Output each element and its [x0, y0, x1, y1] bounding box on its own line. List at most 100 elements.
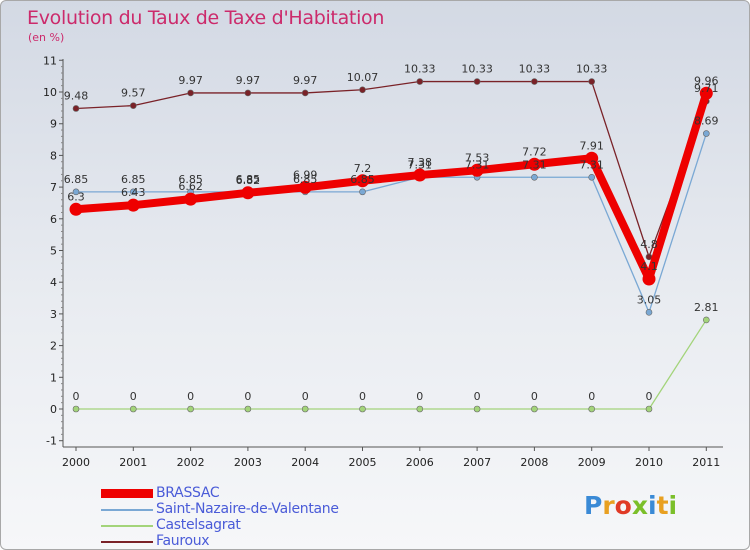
x-tick-label: 2005	[349, 456, 377, 469]
data-point-brassac	[184, 192, 198, 206]
data-label-castelsagrat: 0	[474, 390, 481, 403]
y-tick-label: 1	[50, 371, 57, 384]
y-tick-label: 3	[50, 308, 57, 321]
y-tick-label: 8	[50, 149, 57, 162]
data-point-saint-nazaire-de-valentane	[702, 130, 710, 137]
data-label-castelsagrat: 0	[130, 390, 137, 403]
x-tick-label: 2010	[635, 456, 663, 469]
data-label-castelsagrat: 0	[244, 390, 251, 403]
data-point-fauroux	[416, 78, 424, 85]
logo-letter: r	[602, 491, 615, 520]
data-label-brassac: 6.99	[293, 168, 318, 181]
data-label-castelsagrat: 2.81	[694, 301, 719, 314]
data-label-fauroux: 10.33	[576, 63, 608, 76]
data-point-castelsagrat	[416, 405, 424, 413]
data-label-castelsagrat: 0	[416, 390, 423, 403]
series-layer	[69, 78, 713, 413]
data-label-brassac: 6.43	[121, 186, 146, 199]
data-point-castelsagrat	[359, 405, 366, 413]
legend-swatch	[101, 541, 153, 543]
data-label-brassac: 7.91	[579, 139, 604, 152]
proxiti-logo: Proxiti	[584, 491, 677, 520]
data-label-castelsagrat: 0	[302, 390, 309, 403]
y-tick-label: 5	[50, 245, 57, 258]
data-label-saint-nazaire-de-valentane: 6.85	[236, 173, 261, 186]
x-tick-label: 2000	[62, 456, 90, 469]
logo-letter: i	[668, 491, 678, 520]
data-labels-layer: 9.48 9.57 9.97 9.97 9.97 10.07 10.33 10.33 10.33…	[64, 63, 719, 403]
data-point-brassac	[69, 202, 83, 216]
data-point-saint-nazaire-de-valentane	[645, 309, 653, 316]
data-point-saint-nazaire-de-valentane	[72, 188, 80, 196]
data-point-brassac	[356, 174, 369, 188]
data-point-fauroux	[130, 102, 137, 109]
data-label-castelsagrat: 0	[588, 390, 595, 403]
x-tick-label: 2008	[520, 456, 548, 469]
chart-subtitle: (en %)	[28, 31, 65, 44]
logo-letter: t	[656, 491, 669, 520]
data-point-brassac	[298, 180, 312, 194]
data-label-brassac: 4.1	[640, 260, 658, 273]
x-tick-label: 2001	[119, 456, 147, 469]
data-point-castelsagrat	[702, 316, 710, 324]
data-point-brassac	[527, 157, 541, 171]
data-label-saint-nazaire-de-valentane: 7.31	[465, 158, 490, 171]
legend-swatch	[101, 489, 153, 498]
x-tick-label: 2009	[578, 456, 606, 469]
data-label-castelsagrat: 0	[73, 390, 80, 403]
x-tick-label: 2007	[463, 456, 491, 469]
y-tick-label: 6	[50, 213, 57, 226]
data-point-castelsagrat	[531, 405, 538, 413]
data-point-fauroux	[359, 86, 366, 94]
data-point-castelsagrat	[187, 405, 194, 413]
data-label-brassac: 7.2	[354, 162, 372, 175]
data-label-saint-nazaire-de-valentane: 6.85	[350, 173, 375, 186]
data-point-fauroux	[244, 89, 252, 97]
data-label-saint-nazaire-de-valentane: 6.85	[64, 173, 89, 186]
data-label-fauroux: 9.97	[293, 74, 318, 87]
data-point-brassac	[470, 163, 484, 177]
data-label-castelsagrat: 0	[187, 390, 194, 403]
legend-label: Saint-Nazaire-de-Valentane	[156, 501, 339, 517]
y-tick-label: 11	[43, 54, 57, 67]
y-tick-label: 0	[50, 403, 57, 416]
chart-axes: -1 0 1 2 3 4 5 6 7 8 9 10 11 2000 2001 2002 2003 2004 2005…	[43, 54, 723, 469]
y-tick-label: 4	[50, 276, 57, 289]
data-label-brassac: 6.3	[67, 190, 85, 203]
data-point-castelsagrat	[645, 405, 653, 413]
data-label-saint-nazaire-de-valentane: 8.69	[694, 115, 719, 128]
logo-letter: x	[631, 491, 648, 520]
y-tick-label: 9	[50, 118, 57, 131]
data-label-fauroux: 10.07	[347, 71, 379, 84]
legend-label: BRASSAC	[156, 485, 220, 501]
series-line-saint-nazaire-de-valentane	[75, 132, 707, 313]
logo-letter: P	[584, 491, 603, 520]
logo-letter: i	[648, 491, 657, 520]
data-label-brassac: 6.82	[236, 174, 261, 187]
data-label-castelsagrat: 0	[646, 390, 653, 403]
data-label-brassac: 7.53	[465, 151, 490, 164]
data-point-brassac	[585, 151, 599, 165]
data-label-brassac: 9.96	[694, 74, 719, 87]
data-point-fauroux	[301, 89, 309, 97]
x-tick-label: 2004	[291, 456, 319, 469]
chart-title: Evolution du Taux de Taxe d'Habitation	[27, 7, 385, 29]
data-label-fauroux: 9.71	[694, 82, 719, 95]
data-point-castelsagrat	[473, 405, 481, 413]
data-point-brassac	[126, 198, 140, 212]
series-line-castelsagrat	[75, 319, 707, 410]
data-label-saint-nazaire-de-valentane: 7.31	[408, 158, 433, 171]
x-tick-label: 2011	[692, 456, 720, 469]
data-label-fauroux: 10.33	[519, 63, 551, 76]
data-point-brassac	[699, 86, 713, 100]
data-point-castelsagrat	[72, 405, 80, 413]
data-label-saint-nazaire-de-valentane: 3.05	[637, 293, 662, 306]
data-point-fauroux	[588, 78, 596, 85]
y-tick-label: 7	[50, 181, 57, 194]
data-point-castelsagrat	[244, 405, 252, 413]
data-label-fauroux: 9.48	[64, 89, 89, 102]
logo-letter: o	[614, 491, 632, 520]
data-point-castelsagrat	[301, 405, 309, 413]
data-point-brassac	[413, 168, 427, 182]
